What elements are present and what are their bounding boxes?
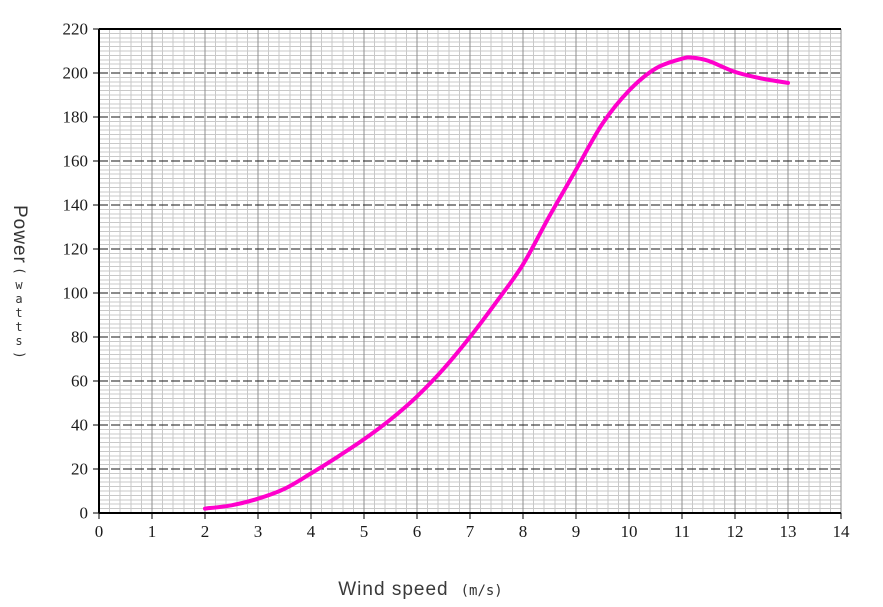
y-tick-label: 140: [63, 196, 89, 215]
x-tick-label: 1: [148, 522, 157, 541]
major-horizontal-gridlines: [99, 72, 841, 470]
y-axis-label-text: Power: [9, 205, 30, 264]
axis-ticks: [93, 28, 842, 519]
x-axis-unit-text: (m/s): [460, 583, 503, 599]
y-axis-unit-letter: s: [15, 333, 23, 348]
y-tick-label: 180: [63, 108, 89, 127]
y-tick-label: 20: [71, 460, 88, 479]
x-tick-label: 6: [413, 522, 422, 541]
x-tick-label: 9: [572, 522, 581, 541]
x-tick-label: 4: [307, 522, 316, 541]
x-tick-label: 2: [201, 522, 210, 541]
x-tick-label: 5: [360, 522, 369, 541]
x-axis-label-text: Wind speed: [338, 579, 449, 600]
x-tick-label: 12: [727, 522, 744, 541]
major-vertical-gridlines: [151, 29, 842, 513]
x-tick-labels: 0 1 2 3 4 5 6 7 8 9 10 11 12 13 14: [95, 522, 850, 541]
y-axis-unit-letter: t: [15, 305, 23, 320]
y-tick-label: 80: [71, 328, 88, 347]
y-tick-label: 160: [63, 152, 89, 171]
x-tick-label: 11: [674, 522, 690, 541]
x-tick-label: 14: [833, 522, 851, 541]
x-tick-label: 7: [466, 522, 475, 541]
x-tick-label: 13: [780, 522, 797, 541]
y-axis-unit-letter: a: [15, 291, 23, 306]
x-tick-label: 8: [519, 522, 528, 541]
y-tick-label: 220: [63, 20, 89, 39]
x-axis-label: Wind speed (m/s): [0, 579, 862, 601]
y-axis-unit-letter: t: [15, 319, 23, 334]
y-axis-unit-open-paren: (: [11, 266, 27, 275]
x-tick-label: 3: [254, 522, 263, 541]
y-axis-unit-close-paren: ): [11, 350, 27, 359]
power-curve-line: [203, 55, 790, 511]
x-tick-label: 0: [95, 522, 104, 541]
y-tick-label: 100: [63, 284, 89, 303]
y-tick-label: 120: [63, 240, 89, 259]
x-tick-label: 10: [621, 522, 638, 541]
y-tick-label: 60: [71, 372, 88, 391]
y-axis-unit-letter: w: [15, 277, 23, 292]
y-tick-label: 0: [80, 504, 89, 523]
y-tick-label: 200: [63, 64, 89, 83]
y-tick-labels: 0 20 40 60 80 100 120 140 160 180 200 220: [63, 20, 89, 523]
y-tick-label: 40: [71, 416, 88, 435]
